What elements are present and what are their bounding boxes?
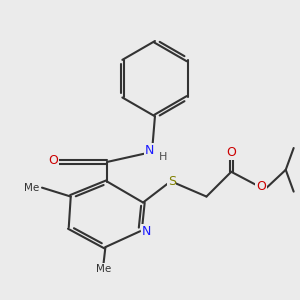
Text: Me: Me bbox=[24, 183, 39, 193]
Text: O: O bbox=[256, 180, 266, 193]
Text: Me: Me bbox=[96, 264, 111, 274]
Text: N: N bbox=[142, 225, 151, 238]
Text: S: S bbox=[168, 175, 176, 188]
Text: N: N bbox=[145, 144, 154, 157]
Text: O: O bbox=[49, 154, 58, 167]
Text: O: O bbox=[226, 146, 236, 159]
Text: H: H bbox=[159, 152, 167, 162]
